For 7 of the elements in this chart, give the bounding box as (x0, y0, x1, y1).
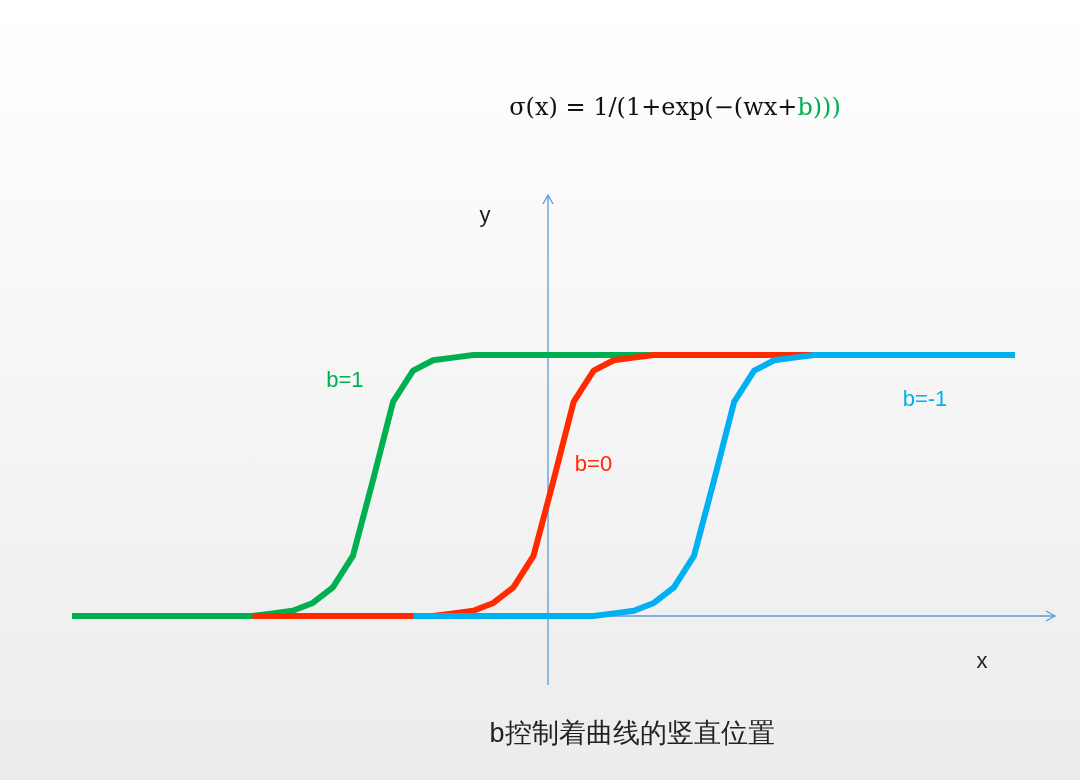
text: b控制着曲线的竖直位置 (489, 718, 775, 748)
chart-title: σ(x) = 1/(1+exp(−(wx+b))) (509, 93, 841, 121)
text: y (479, 202, 491, 227)
series-label: b=1 (326, 367, 364, 393)
x-axis-title: x (976, 648, 988, 673)
series-label: b=-1 (902, 386, 948, 412)
series-label: b=0 (574, 451, 613, 477)
